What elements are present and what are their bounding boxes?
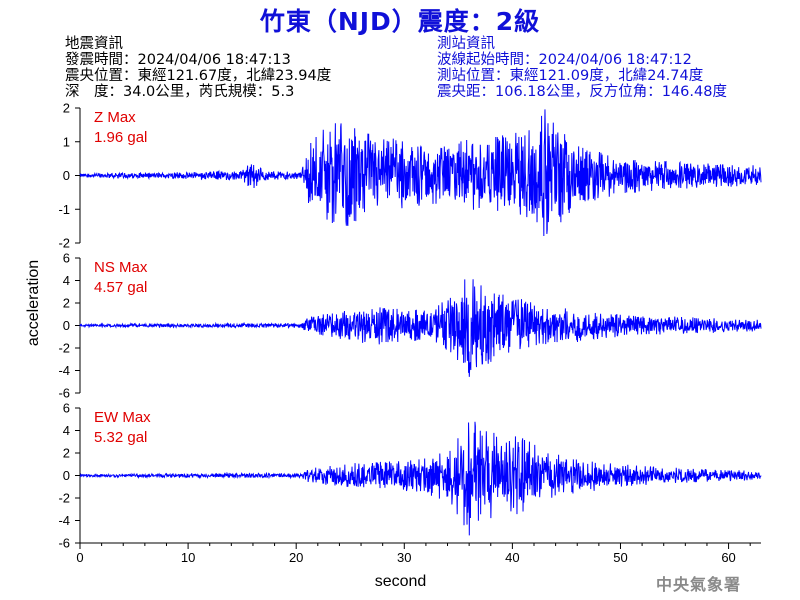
x-tick-label: 0 (76, 550, 83, 565)
ns-y-tick-label: 6 (63, 251, 70, 266)
origin-time: 發震時間：2024/04/06 18:47:13 (65, 52, 291, 68)
z-y-tick-label: 1 (63, 134, 70, 149)
x-tick-label: 60 (721, 550, 735, 565)
ew-max-label: EW Max (94, 409, 151, 426)
depth-magnitude: 深 度：34.0公里，芮氏規模：5.3 (65, 84, 295, 100)
z-y-tick-label: 0 (63, 168, 70, 183)
z-y-tick-label: -1 (58, 202, 70, 217)
z-waveform-line (79, 109, 762, 236)
x-tick-label: 20 (289, 550, 303, 565)
ew-y-tick-label: 2 (63, 446, 70, 461)
epicenter-position: 震央位置：東經121.67度，北緯23.94度 (65, 68, 332, 84)
x-tick-label: 50 (613, 550, 627, 565)
ew-y-tick-label: 6 (63, 401, 70, 416)
ns-waveform-line (79, 279, 762, 377)
earthquake-info-heading: 地震資訊 (65, 36, 123, 52)
ns-y-tick-label: -4 (58, 363, 70, 378)
ew-waveform-line (79, 421, 762, 536)
wave-start-time: 波線起始時間：2024/04/06 18:47:12 (437, 52, 692, 68)
ns-y-tick-label: -2 (58, 341, 70, 356)
ew-max-value: 5.32 gal (94, 429, 148, 446)
ns-y-tick-label: 4 (63, 273, 70, 288)
epicentral-distance: 震央距：106.18公里，反方位角：146.48度 (437, 84, 727, 100)
z-y-tick-label: -2 (58, 236, 70, 251)
x-tick-label: 10 (181, 550, 195, 565)
x-tick-label: 40 (505, 550, 519, 565)
ew-y-tick-label: -2 (58, 491, 70, 506)
z-max-value: 1.96 gal (94, 129, 148, 146)
station-info: 測站資訊 波線起始時間：2024/04/06 18:47:12 測站位置：東經1… (437, 36, 727, 100)
z-y-tick-label: 2 (63, 101, 70, 116)
chart-title: 竹東（NJD）震度：2級 (259, 7, 541, 36)
station-position: 測站位置：東經121.09度，北緯24.74度 (437, 68, 704, 84)
ns-y-tick-label: 2 (63, 296, 70, 311)
ew-y-tick-label: -4 (58, 513, 70, 528)
z-max-label: Z Max (94, 109, 136, 126)
ns-max-label: NS Max (94, 259, 148, 276)
ew-y-tick-label: 4 (63, 423, 70, 438)
x-axis-title: second (375, 573, 427, 590)
x-tick-label: 30 (397, 550, 411, 565)
ns-max-value: 4.57 gal (94, 279, 148, 296)
ns-y-tick-label: -6 (58, 386, 70, 401)
ew-y-tick-label: -6 (58, 536, 70, 551)
ew-y-tick-label: 0 (63, 468, 70, 483)
agency-name: 中央氣象署 (656, 575, 742, 594)
earthquake-info: 地震資訊 發震時間：2024/04/06 18:47:13 震央位置：東經121… (65, 36, 331, 100)
station-info-heading: 測站資訊 (437, 36, 495, 52)
y-axis-title: acceleration (25, 260, 42, 346)
ns-y-tick-label: 0 (63, 318, 70, 333)
